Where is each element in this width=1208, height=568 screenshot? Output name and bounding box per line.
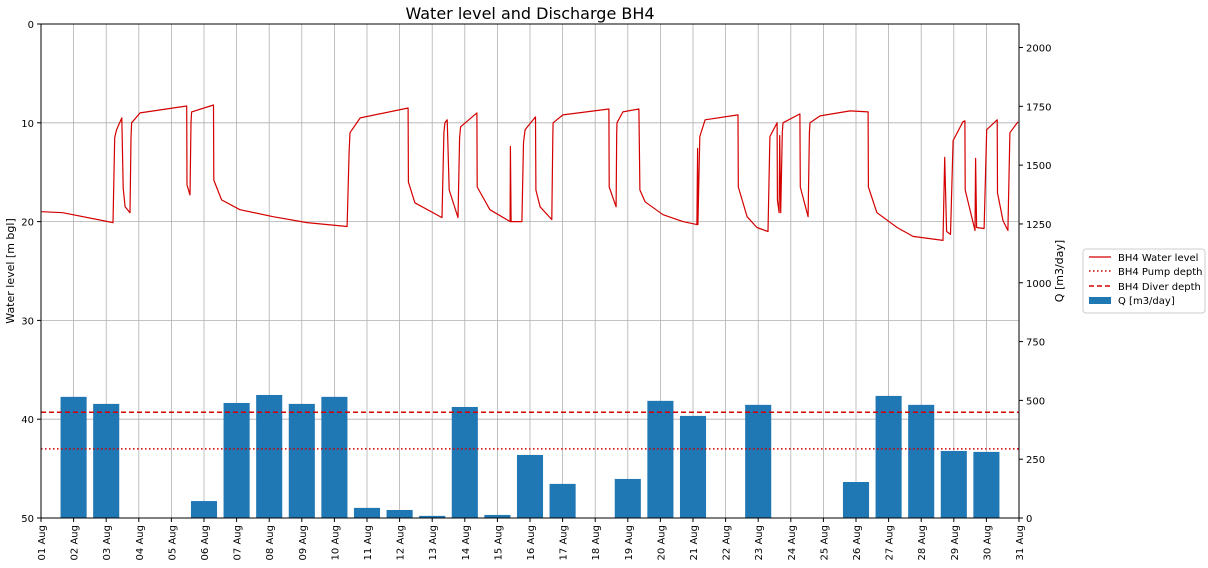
- y-right-tick-label: 1000: [1026, 279, 1051, 290]
- q-bar: [908, 404, 935, 518]
- q-bar: [484, 514, 511, 518]
- y-right-tick-label: 1250: [1026, 220, 1051, 231]
- y-left-tick-label: 30: [21, 316, 34, 327]
- x-tick-label: 06 Aug: [200, 525, 211, 560]
- x-tick-label: 07 Aug: [233, 525, 244, 560]
- q-bar: [647, 400, 674, 518]
- legend-q: Q [m3/day]: [1118, 296, 1175, 307]
- q-bar: [973, 451, 1000, 518]
- y-right-tick-label: 1750: [1026, 102, 1051, 113]
- x-tick-label: 17 Aug: [559, 525, 570, 560]
- q-bar: [386, 510, 413, 518]
- chart-title: Water level and Discharge BH4: [405, 4, 654, 23]
- x-tick-label: 08 Aug: [265, 525, 276, 560]
- lines: [41, 104, 1019, 450]
- y-left-tick-label: 20: [21, 218, 34, 229]
- q-bar: [60, 396, 87, 518]
- x-tick-label: 31 Aug: [1015, 525, 1026, 560]
- y-right-tick-label: 1500: [1026, 161, 1051, 172]
- x-tick-label: 12 Aug: [396, 525, 407, 560]
- x-tick-label: 27 Aug: [885, 525, 896, 560]
- y-left-tick-label: 10: [21, 119, 34, 130]
- water-level-line: [41, 104, 1019, 241]
- y-left-tick-label: 0: [28, 20, 34, 31]
- x-tick-label: 19 Aug: [624, 525, 635, 560]
- legend-water-level: BH4 Water level: [1118, 253, 1198, 264]
- x-tick-label: 29 Aug: [950, 525, 961, 560]
- x-tick-label: 18 Aug: [591, 525, 602, 560]
- legend-q-swatch: [1089, 297, 1111, 304]
- y-right-tick-label: 2000: [1026, 44, 1051, 55]
- x-tick-label: 13 Aug: [428, 525, 439, 560]
- x-tick-label: 25 Aug: [819, 525, 830, 560]
- legend-pump-depth: BH4 Pump depth: [1118, 267, 1203, 278]
- bars: [60, 394, 1000, 518]
- legend-diver-depth: BH4 Diver depth: [1118, 282, 1201, 293]
- y-right-tick-label: 250: [1026, 455, 1045, 466]
- x-tick-label: 30 Aug: [982, 525, 993, 560]
- axes: 01 Aug 02 Aug 03 Aug 04 Aug 05 Aug 06 Aug 07 A…: [21, 20, 1051, 560]
- x-tick-label: 23 Aug: [754, 525, 765, 560]
- q-bar: [679, 415, 707, 518]
- y-right-tick-label: 750: [1026, 338, 1045, 349]
- q-bar: [549, 483, 576, 518]
- x-tick-label: 09 Aug: [298, 525, 309, 560]
- x-tick-label: 01 Aug: [37, 525, 48, 560]
- q-bar: [842, 482, 870, 518]
- q-bar: [256, 394, 283, 518]
- q-bar: [940, 450, 967, 518]
- y-axis-right-label: Q [m3/day]: [1053, 240, 1066, 302]
- q-bar: [516, 454, 544, 518]
- x-tick-label: 05 Aug: [167, 525, 178, 560]
- x-tick-label: 03 Aug: [102, 525, 113, 560]
- x-tick-label: 04 Aug: [135, 525, 146, 560]
- x-tick-label: 26 Aug: [852, 525, 863, 560]
- x-tick-label: 16 Aug: [526, 525, 537, 560]
- y-right-tick-label: 500: [1026, 396, 1045, 407]
- y-left-tick-label: 50: [21, 514, 34, 525]
- q-bar: [288, 403, 315, 518]
- q-bar: [223, 402, 250, 518]
- y-axis-left-label: Water level [m bgl]: [4, 218, 17, 323]
- x-tick-label: 11 Aug: [363, 525, 374, 560]
- x-tick-label: 02 Aug: [70, 525, 81, 560]
- y-right-tick-label: 0: [1026, 514, 1032, 525]
- x-tick-label: 14 Aug: [461, 525, 472, 560]
- q-bar: [190, 501, 218, 518]
- q-bar: [614, 478, 641, 518]
- q-bar: [321, 396, 348, 518]
- x-tick-label: 21 Aug: [689, 525, 700, 560]
- legend-box: [1082, 248, 1206, 314]
- y-left-tick-label: 40: [21, 415, 34, 426]
- q-bar: [875, 395, 902, 518]
- q-bar: [451, 406, 478, 518]
- legend: BH4 Water level BH4 Pump depth BH4 Diver…: [1082, 248, 1206, 314]
- grid: [40, 24, 1020, 518]
- q-bar: [353, 507, 381, 518]
- x-tick-label: 28 Aug: [917, 525, 928, 560]
- x-tick-label: 24 Aug: [787, 525, 798, 560]
- q-bar: [745, 404, 772, 518]
- q-bar: [419, 515, 446, 518]
- x-tick-label: 22 Aug: [722, 525, 733, 560]
- x-tick-label: 20 Aug: [656, 525, 667, 560]
- q-bar: [93, 403, 120, 518]
- x-tick-label: 15 Aug: [493, 525, 504, 560]
- x-tick-label: 10 Aug: [330, 525, 341, 560]
